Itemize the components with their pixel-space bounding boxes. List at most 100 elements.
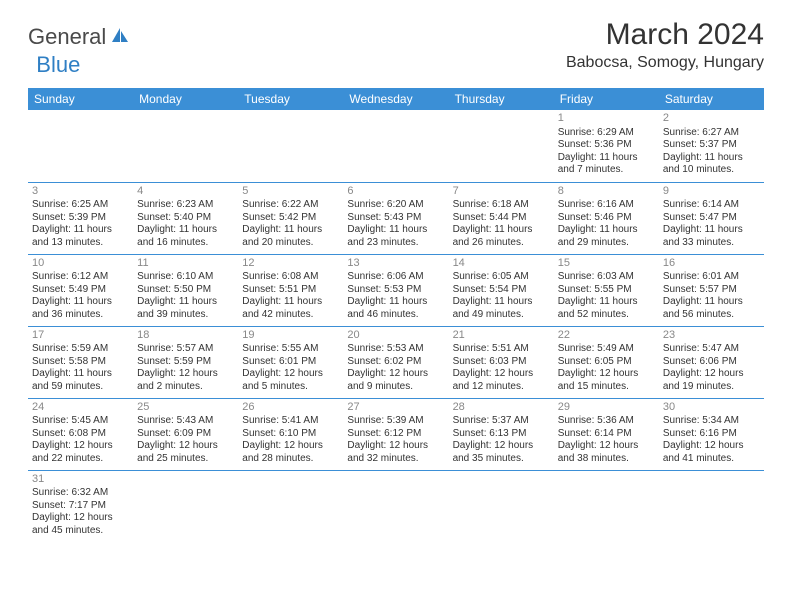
- weekday-thursday: Thursday: [449, 88, 554, 110]
- day-info: Sunrise: 5:45 AMSunset: 6:08 PMDaylight:…: [32, 415, 129, 465]
- day-info: Sunrise: 6:03 AMSunset: 5:55 PMDaylight:…: [558, 271, 655, 321]
- day-number: 1: [558, 112, 655, 126]
- day-22: 22Sunrise: 5:49 AMSunset: 6:05 PMDayligh…: [554, 326, 659, 398]
- empty-cell: [449, 110, 554, 182]
- empty-cell: [133, 470, 238, 542]
- day-number: 12: [242, 257, 339, 271]
- day-info: Sunrise: 6:32 AMSunset: 7:17 PMDaylight:…: [32, 487, 129, 537]
- empty-cell: [554, 470, 659, 542]
- day-18: 18Sunrise: 5:57 AMSunset: 5:59 PMDayligh…: [133, 326, 238, 398]
- day-info: Sunrise: 6:08 AMSunset: 5:51 PMDaylight:…: [242, 271, 339, 321]
- day-number: 2: [663, 112, 760, 126]
- day-info: Sunrise: 6:27 AMSunset: 5:37 PMDaylight:…: [663, 127, 760, 177]
- day-info: Sunrise: 6:01 AMSunset: 5:57 PMDaylight:…: [663, 271, 760, 321]
- day-7: 7Sunrise: 6:18 AMSunset: 5:44 PMDaylight…: [449, 182, 554, 254]
- day-number: 27: [347, 401, 444, 415]
- day-info: Sunrise: 5:36 AMSunset: 6:14 PMDaylight:…: [558, 415, 655, 465]
- day-3: 3Sunrise: 6:25 AMSunset: 5:39 PMDaylight…: [28, 182, 133, 254]
- day-number: 9: [663, 185, 760, 199]
- day-info: Sunrise: 6:14 AMSunset: 5:47 PMDaylight:…: [663, 199, 760, 249]
- day-number: 25: [137, 401, 234, 415]
- day-info: Sunrise: 6:12 AMSunset: 5:49 PMDaylight:…: [32, 271, 129, 321]
- day-info: Sunrise: 5:37 AMSunset: 6:13 PMDaylight:…: [453, 415, 550, 465]
- weekday-wednesday: Wednesday: [343, 88, 448, 110]
- logo-text-blue: Blue: [36, 52, 80, 78]
- day-number: 17: [32, 329, 129, 343]
- day-24: 24Sunrise: 5:45 AMSunset: 6:08 PMDayligh…: [28, 398, 133, 470]
- logo: General: [28, 24, 132, 50]
- empty-cell: [449, 470, 554, 542]
- day-number: 21: [453, 329, 550, 343]
- sail-icon: [110, 26, 130, 49]
- day-21: 21Sunrise: 5:51 AMSunset: 6:03 PMDayligh…: [449, 326, 554, 398]
- day-4: 4Sunrise: 6:23 AMSunset: 5:40 PMDaylight…: [133, 182, 238, 254]
- day-info: Sunrise: 6:16 AMSunset: 5:46 PMDaylight:…: [558, 199, 655, 249]
- location: Babocsa, Somogy, Hungary: [566, 54, 764, 72]
- day-number: 18: [137, 329, 234, 343]
- day-info: Sunrise: 5:51 AMSunset: 6:03 PMDaylight:…: [453, 343, 550, 393]
- calendar-body: 1Sunrise: 6:29 AMSunset: 5:36 PMDaylight…: [28, 110, 764, 542]
- day-info: Sunrise: 6:05 AMSunset: 5:54 PMDaylight:…: [453, 271, 550, 321]
- day-number: 3: [32, 185, 129, 199]
- title-block: March 2024 Babocsa, Somogy, Hungary: [566, 18, 764, 72]
- day-1: 1Sunrise: 6:29 AMSunset: 5:36 PMDaylight…: [554, 110, 659, 182]
- day-info: Sunrise: 6:06 AMSunset: 5:53 PMDaylight:…: [347, 271, 444, 321]
- day-info: Sunrise: 5:39 AMSunset: 6:12 PMDaylight:…: [347, 415, 444, 465]
- calendar-header-row: SundayMondayTuesdayWednesdayThursdayFrid…: [28, 88, 764, 110]
- empty-cell: [343, 110, 448, 182]
- day-5: 5Sunrise: 6:22 AMSunset: 5:42 PMDaylight…: [238, 182, 343, 254]
- weekday-tuesday: Tuesday: [238, 88, 343, 110]
- day-info: Sunrise: 6:23 AMSunset: 5:40 PMDaylight:…: [137, 199, 234, 249]
- day-number: 30: [663, 401, 760, 415]
- day-23: 23Sunrise: 5:47 AMSunset: 6:06 PMDayligh…: [659, 326, 764, 398]
- day-info: Sunrise: 5:47 AMSunset: 6:06 PMDaylight:…: [663, 343, 760, 393]
- day-number: 19: [242, 329, 339, 343]
- day-13: 13Sunrise: 6:06 AMSunset: 5:53 PMDayligh…: [343, 254, 448, 326]
- empty-cell: [28, 110, 133, 182]
- day-number: 20: [347, 329, 444, 343]
- day-info: Sunrise: 6:10 AMSunset: 5:50 PMDaylight:…: [137, 271, 234, 321]
- day-19: 19Sunrise: 5:55 AMSunset: 6:01 PMDayligh…: [238, 326, 343, 398]
- day-17: 17Sunrise: 5:59 AMSunset: 5:58 PMDayligh…: [28, 326, 133, 398]
- day-14: 14Sunrise: 6:05 AMSunset: 5:54 PMDayligh…: [449, 254, 554, 326]
- month-title: March 2024: [566, 18, 764, 52]
- weekday-sunday: Sunday: [28, 88, 133, 110]
- empty-cell: [343, 470, 448, 542]
- day-number: 28: [453, 401, 550, 415]
- day-25: 25Sunrise: 5:43 AMSunset: 6:09 PMDayligh…: [133, 398, 238, 470]
- calendar-table: SundayMondayTuesdayWednesdayThursdayFrid…: [28, 88, 764, 542]
- day-15: 15Sunrise: 6:03 AMSunset: 5:55 PMDayligh…: [554, 254, 659, 326]
- day-info: Sunrise: 5:57 AMSunset: 5:59 PMDaylight:…: [137, 343, 234, 393]
- day-12: 12Sunrise: 6:08 AMSunset: 5:51 PMDayligh…: [238, 254, 343, 326]
- day-info: Sunrise: 5:34 AMSunset: 6:16 PMDaylight:…: [663, 415, 760, 465]
- day-number: 15: [558, 257, 655, 271]
- day-2: 2Sunrise: 6:27 AMSunset: 5:37 PMDaylight…: [659, 110, 764, 182]
- empty-cell: [133, 110, 238, 182]
- day-info: Sunrise: 6:22 AMSunset: 5:42 PMDaylight:…: [242, 199, 339, 249]
- day-number: 5: [242, 185, 339, 199]
- logo-text-general: General: [28, 24, 106, 50]
- day-number: 26: [242, 401, 339, 415]
- day-20: 20Sunrise: 5:53 AMSunset: 6:02 PMDayligh…: [343, 326, 448, 398]
- empty-cell: [238, 110, 343, 182]
- day-number: 16: [663, 257, 760, 271]
- day-number: 10: [32, 257, 129, 271]
- weekday-monday: Monday: [133, 88, 238, 110]
- day-27: 27Sunrise: 5:39 AMSunset: 6:12 PMDayligh…: [343, 398, 448, 470]
- day-number: 23: [663, 329, 760, 343]
- weekday-saturday: Saturday: [659, 88, 764, 110]
- day-info: Sunrise: 5:59 AMSunset: 5:58 PMDaylight:…: [32, 343, 129, 393]
- day-26: 26Sunrise: 5:41 AMSunset: 6:10 PMDayligh…: [238, 398, 343, 470]
- day-info: Sunrise: 6:25 AMSunset: 5:39 PMDaylight:…: [32, 199, 129, 249]
- day-info: Sunrise: 5:55 AMSunset: 6:01 PMDaylight:…: [242, 343, 339, 393]
- day-number: 14: [453, 257, 550, 271]
- day-10: 10Sunrise: 6:12 AMSunset: 5:49 PMDayligh…: [28, 254, 133, 326]
- empty-cell: [238, 470, 343, 542]
- day-number: 7: [453, 185, 550, 199]
- day-9: 9Sunrise: 6:14 AMSunset: 5:47 PMDaylight…: [659, 182, 764, 254]
- day-number: 31: [32, 473, 129, 487]
- day-16: 16Sunrise: 6:01 AMSunset: 5:57 PMDayligh…: [659, 254, 764, 326]
- day-info: Sunrise: 5:43 AMSunset: 6:09 PMDaylight:…: [137, 415, 234, 465]
- day-30: 30Sunrise: 5:34 AMSunset: 6:16 PMDayligh…: [659, 398, 764, 470]
- day-info: Sunrise: 5:41 AMSunset: 6:10 PMDaylight:…: [242, 415, 339, 465]
